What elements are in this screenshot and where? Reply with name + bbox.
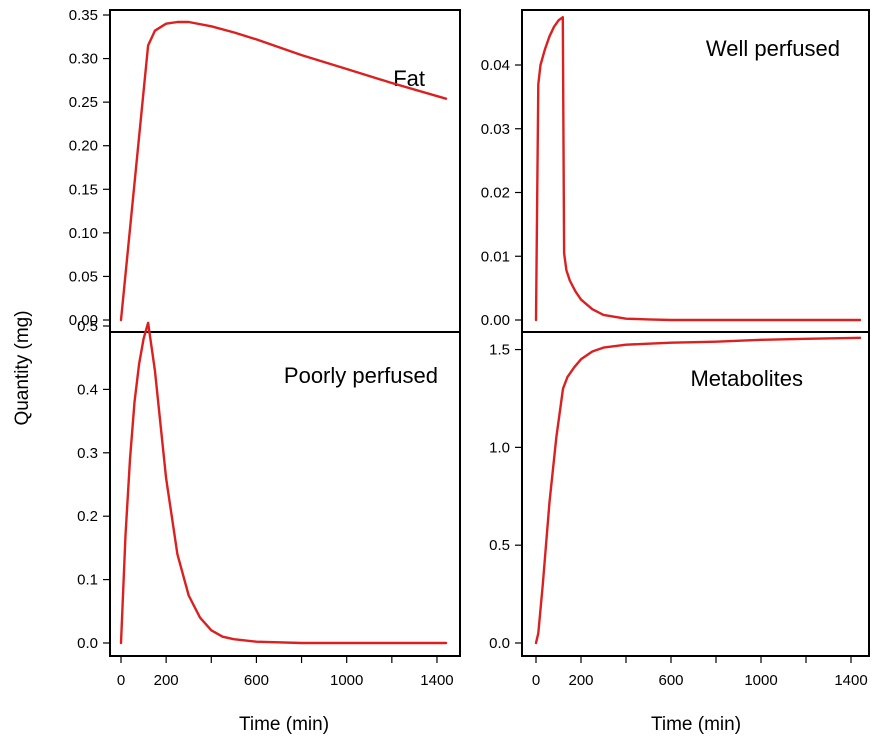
x-axis-title-right: Time (min) bbox=[651, 714, 741, 735]
y-tick-label: 0.00 bbox=[69, 312, 98, 329]
series-line bbox=[534, 336, 862, 645]
panel-label: Poorly perfused bbox=[284, 363, 438, 388]
x-tick-label: 600 bbox=[244, 672, 269, 689]
y-tick-label: 1.0 bbox=[489, 439, 510, 456]
y-tick-label: 0.5 bbox=[77, 318, 98, 335]
y-tick-label: 0.01 bbox=[481, 248, 510, 265]
panel-frame bbox=[109, 9, 461, 333]
panel-frame bbox=[109, 331, 461, 657]
panel-label: Metabolites bbox=[690, 366, 803, 391]
series-line bbox=[119, 20, 448, 322]
y-tick-label: 0.04 bbox=[481, 57, 510, 74]
y-tick-label: 1.5 bbox=[489, 342, 510, 359]
y-tick-label: 0.30 bbox=[69, 51, 98, 68]
panel-metabolites: 0.0 0.5 1.0 1.5 0 200 600 1000 1400 Metabolites bbox=[489, 331, 870, 689]
y-tick-label: 0.1 bbox=[77, 572, 98, 589]
series-line bbox=[534, 16, 862, 322]
series-line bbox=[119, 321, 448, 645]
y-tick-label: 0.03 bbox=[481, 121, 510, 138]
x-tick-label: 1400 bbox=[420, 672, 453, 689]
y-tick-label: 0.3 bbox=[77, 445, 98, 462]
x-tick-label: 1000 bbox=[744, 672, 777, 689]
y-axis-title: Quantity (mg) bbox=[12, 310, 33, 425]
y-tick-label: 0.25 bbox=[69, 94, 98, 111]
y-tick-label: 0.4 bbox=[77, 381, 98, 398]
x-tick-label: 0 bbox=[117, 672, 125, 689]
y-tick-label: 0.10 bbox=[69, 225, 98, 242]
y-tick-label: 0.35 bbox=[69, 7, 98, 24]
panel-label: Well perfused bbox=[706, 36, 840, 61]
y-tick-label: 0.00 bbox=[481, 312, 510, 329]
x-tick-label: 0 bbox=[532, 672, 540, 689]
x-axis-title-left: Time (min) bbox=[239, 714, 329, 735]
y-tick-label: 0.2 bbox=[77, 508, 98, 525]
panels: 0.000.050.100.150.200.250.300.35Fat0.000… bbox=[69, 7, 870, 689]
x-tick-label: 200 bbox=[568, 672, 593, 689]
y-tick-label: 0.05 bbox=[69, 268, 98, 285]
panel-well-perfused: 0.00 0.01 0.02 0.03 0.04 Well perfused bbox=[481, 9, 870, 333]
y-tick-label: 0.15 bbox=[69, 181, 98, 198]
panel-poorly-perfused: 0.0 0.1 0.2 0.3 0.4 0.5 0 200 600 1000 1400 Poorly … bbox=[77, 318, 461, 689]
panel-frame bbox=[521, 331, 870, 657]
y-tick-label: 0.20 bbox=[69, 138, 98, 155]
y-tick-label: 0.02 bbox=[481, 185, 510, 202]
x-tick-label: 1000 bbox=[330, 672, 363, 689]
y-tick-label: 0.0 bbox=[489, 635, 510, 652]
x-tick-label: 1400 bbox=[834, 672, 867, 689]
y-tick-label: 0.5 bbox=[489, 537, 510, 554]
x-tick-label: 200 bbox=[154, 672, 179, 689]
y-tick-label: 0.0 bbox=[77, 635, 98, 652]
x-tick-label: 600 bbox=[658, 672, 683, 689]
